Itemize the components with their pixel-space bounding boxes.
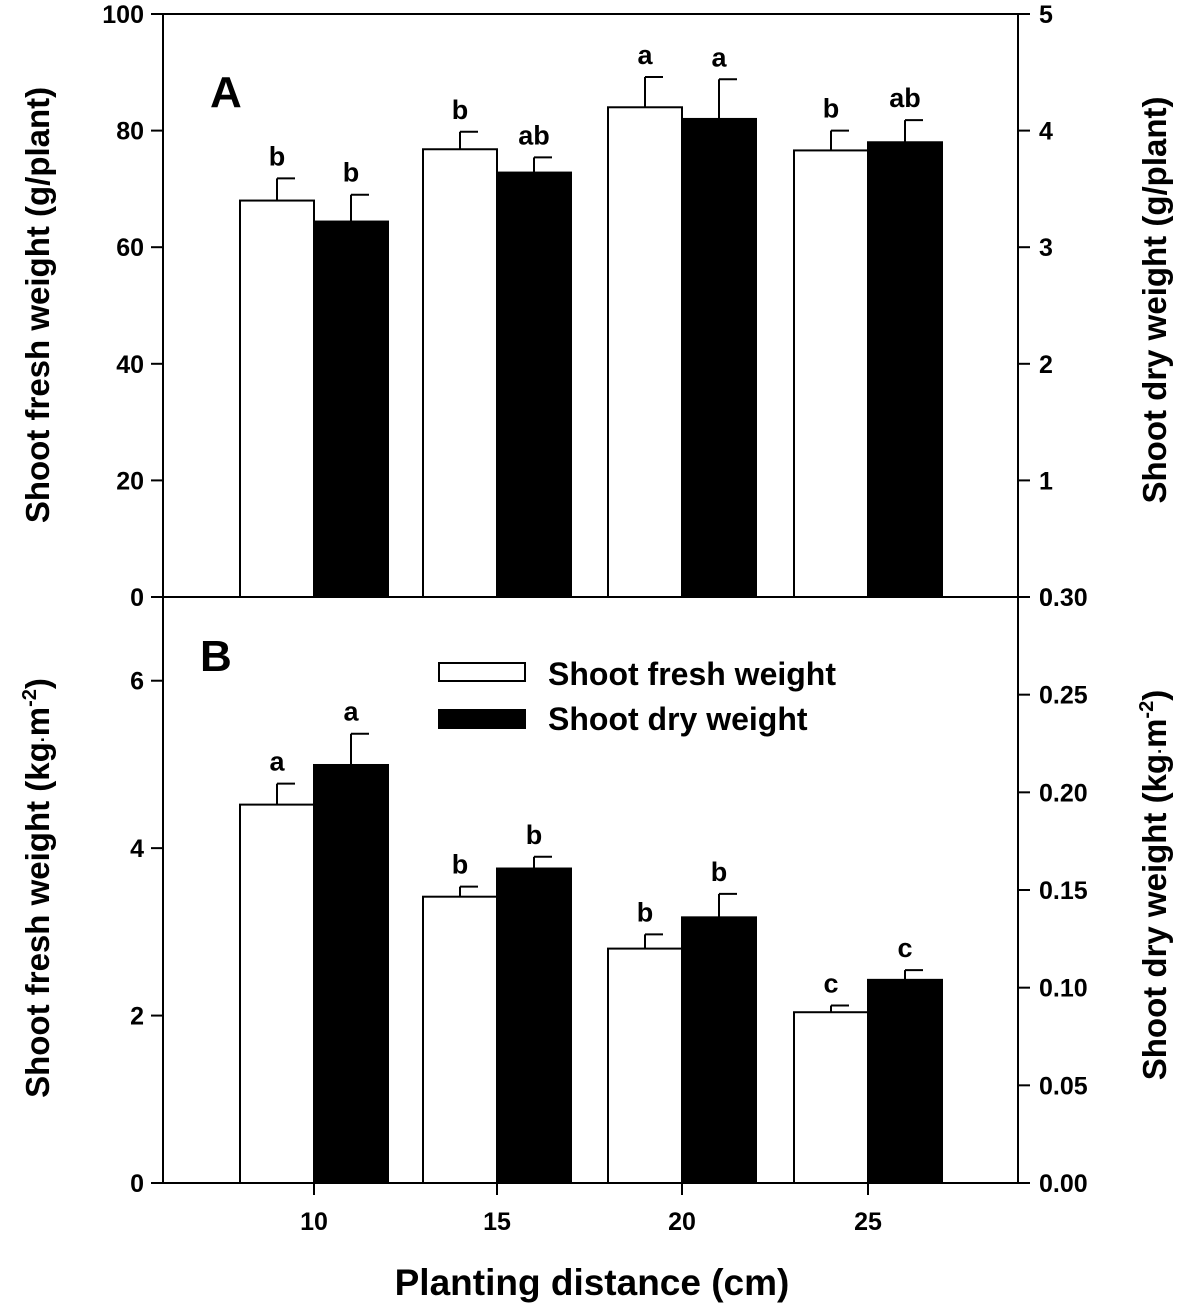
left-tick-label: 20 bbox=[116, 467, 144, 495]
x-tick-label: 20 bbox=[668, 1208, 696, 1236]
panel-a-left-ticks: 0 20 40 60 80 100 bbox=[102, 1, 163, 612]
panel-a-left-axis-title: Shoot fresh weight (g/plant) bbox=[19, 87, 56, 523]
left-tick-label: 60 bbox=[116, 234, 144, 262]
x-tick-label: 15 bbox=[483, 1208, 511, 1236]
significance-letter: b bbox=[637, 897, 654, 927]
bar-fresh bbox=[793, 1011, 869, 1184]
right-tick-label: 2 bbox=[1039, 351, 1053, 379]
legend: Shoot fresh weight Shoot dry weight bbox=[438, 656, 836, 737]
x-axis-ticks: 10 15 20 25 bbox=[300, 1183, 882, 1236]
bar-fresh bbox=[239, 803, 315, 1185]
right-tick-label: 3 bbox=[1039, 234, 1053, 262]
left-tick-label: 40 bbox=[116, 351, 144, 379]
significance-letter: b bbox=[343, 158, 360, 188]
significance-letter: c bbox=[897, 933, 912, 963]
right-tick-label: 0.15 bbox=[1039, 877, 1088, 905]
left-tick-label: 2 bbox=[130, 1003, 144, 1031]
significance-letter: b bbox=[452, 850, 469, 880]
significance-letter: b bbox=[269, 141, 286, 171]
panel-a-right-axis-title: Shoot dry weight (g/plant) bbox=[1136, 97, 1173, 504]
panel-b-right-title-exp: -2 bbox=[1136, 701, 1158, 719]
bar-dry bbox=[496, 867, 572, 1184]
significance-letter: a bbox=[269, 747, 285, 777]
bar-dry bbox=[867, 978, 943, 1184]
right-tick-label: 0.00 bbox=[1039, 1170, 1088, 1198]
right-tick-label: 0.20 bbox=[1039, 779, 1088, 807]
bar-dry bbox=[867, 141, 943, 598]
x-tick-label: 10 bbox=[300, 1208, 328, 1236]
right-tick-label: 0.10 bbox=[1039, 975, 1088, 1003]
bar-fresh bbox=[239, 199, 315, 598]
left-tick-label: 4 bbox=[130, 835, 144, 863]
panel-b-left-ticks: 0 2 4 6 bbox=[130, 668, 163, 1198]
right-tick-label: 4 bbox=[1039, 118, 1053, 146]
right-tick-label: 0 bbox=[1039, 584, 1053, 612]
x-axis-title: Planting distance (cm) bbox=[395, 1262, 790, 1303]
panel-b-right-ticks: 0.00 0.05 0.10 0.15 0.20 0.25 0.30 bbox=[1018, 584, 1088, 1198]
right-tick-label: 0.05 bbox=[1039, 1072, 1088, 1100]
panel-b-left-title-close: ) bbox=[19, 678, 56, 689]
panel-b-left-title-dot: · bbox=[33, 736, 53, 742]
bar-dry bbox=[313, 220, 389, 598]
bar-dry bbox=[681, 117, 757, 598]
right-tick-label: 1 bbox=[1039, 467, 1053, 495]
significance-letter: c bbox=[823, 969, 838, 999]
bar-fresh bbox=[793, 149, 869, 598]
panel-b-left-title-main: Shoot fresh weight (kg bbox=[19, 742, 56, 1098]
bar-dry bbox=[496, 171, 572, 599]
significance-letter: b bbox=[823, 94, 840, 124]
significance-letter: ab bbox=[889, 83, 921, 113]
panel-b-right-title-main: Shoot dry weight (kg bbox=[1136, 754, 1173, 1080]
bar-fresh bbox=[422, 148, 498, 598]
right-tick-label: 0.30 bbox=[1039, 584, 1088, 612]
panel-b-bars: a b b c a b b c bbox=[239, 697, 943, 1185]
bar-fresh bbox=[422, 895, 498, 1184]
significance-letter: b bbox=[526, 820, 543, 850]
panel-b: 0 2 4 6 0.00 0.05 0.10 0.15 0.20 0.25 0.30 a b b c a b… bbox=[19, 584, 1173, 1303]
panel-b-right-title-close: ) bbox=[1136, 690, 1173, 701]
left-tick-label: 100 bbox=[102, 1, 144, 29]
panel-a-label: A bbox=[210, 68, 242, 117]
legend-label-dry: Shoot dry weight bbox=[548, 701, 808, 737]
bar-dry bbox=[681, 916, 757, 1184]
x-tick-label: 25 bbox=[854, 1208, 882, 1236]
significance-letter: b bbox=[711, 857, 728, 887]
bar-fresh bbox=[607, 947, 683, 1184]
bar-dry bbox=[313, 763, 389, 1185]
right-tick-label: 5 bbox=[1039, 1, 1053, 29]
panel-b-label: B bbox=[200, 632, 232, 681]
left-tick-label: 0 bbox=[130, 584, 144, 612]
panel-b-right-title-dot: · bbox=[1150, 748, 1170, 754]
panel-a-right-ticks: 0 1 2 3 4 5 bbox=[1018, 1, 1053, 612]
bar-fresh bbox=[607, 106, 683, 598]
legend-label-fresh: Shoot fresh weight bbox=[548, 656, 836, 692]
panel-b-left-axis-title: Shoot fresh weight (kg·m-2) bbox=[19, 678, 56, 1098]
left-tick-label: 6 bbox=[130, 668, 144, 696]
panel-b-right-axis-title: Shoot dry weight (kg·m-2) bbox=[1136, 690, 1173, 1080]
left-tick-label: 0 bbox=[130, 1170, 144, 1198]
left-tick-label: 80 bbox=[116, 118, 144, 146]
significance-letter: a bbox=[343, 697, 359, 727]
legend-swatch-dry bbox=[438, 709, 526, 729]
significance-letter: ab bbox=[518, 120, 550, 150]
panel-b-right-title-m: m bbox=[1136, 719, 1173, 748]
significance-letter: a bbox=[711, 42, 727, 72]
legend-swatch-fresh bbox=[438, 662, 526, 682]
panel-b-left-title-exp: -2 bbox=[19, 689, 41, 707]
panel-b-left-title-m: m bbox=[19, 707, 56, 736]
significance-letter: b bbox=[452, 95, 469, 125]
significance-letter: a bbox=[637, 40, 653, 70]
right-tick-label: 0.25 bbox=[1039, 682, 1088, 710]
